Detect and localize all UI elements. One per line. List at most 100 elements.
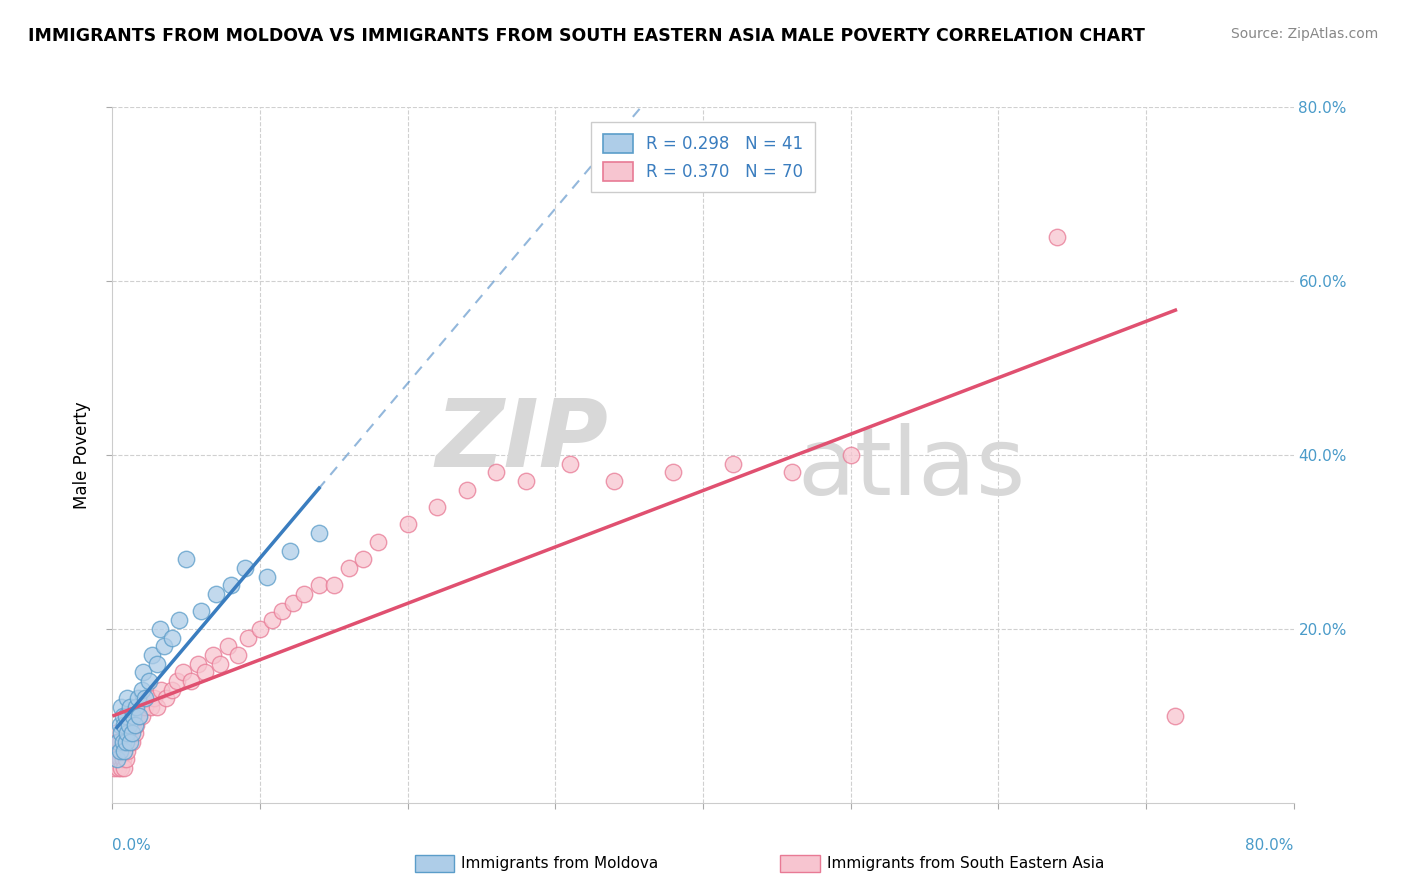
Point [112, 744, 135, 758]
Point [1164, 708, 1187, 723]
Point [426, 500, 449, 514]
Point [160, 631, 183, 645]
Point [249, 622, 271, 636]
Point [114, 752, 136, 766]
Point [281, 596, 304, 610]
Point [124, 726, 146, 740]
Point [194, 665, 217, 680]
Point [107, 735, 129, 749]
Point [146, 657, 169, 671]
Point [104, 726, 127, 740]
Point [125, 717, 148, 731]
Point [110, 744, 132, 758]
Point [111, 735, 134, 749]
Text: 0.0%: 0.0% [112, 838, 152, 853]
Point [201, 648, 224, 662]
Point [721, 457, 744, 471]
Point [337, 561, 360, 575]
Point [131, 682, 153, 697]
Point [134, 691, 156, 706]
Point [166, 674, 188, 689]
Point [105, 735, 128, 749]
Point [167, 613, 190, 627]
Point [172, 665, 194, 680]
Point [103, 761, 125, 775]
Point [110, 761, 132, 775]
Point [260, 613, 283, 627]
Point [117, 744, 138, 758]
Point [129, 700, 152, 714]
Point [127, 691, 149, 706]
Point [367, 534, 389, 549]
Point [396, 517, 419, 532]
Point [217, 639, 239, 653]
Text: atlas: atlas [797, 423, 1026, 515]
Point [352, 552, 374, 566]
Point [112, 761, 135, 775]
Text: ZIP: ZIP [436, 395, 609, 487]
Point [111, 708, 134, 723]
Point [104, 744, 127, 758]
Point [323, 578, 346, 592]
Point [138, 674, 160, 689]
Point [209, 657, 232, 671]
Point [456, 483, 478, 497]
Point [120, 726, 142, 740]
Point [117, 717, 138, 731]
Point [174, 552, 197, 566]
Point [515, 474, 537, 488]
Point [153, 639, 176, 653]
Point [485, 466, 508, 480]
Point [256, 570, 278, 584]
Point [105, 752, 128, 766]
Point [105, 752, 128, 766]
Point [132, 665, 155, 680]
Point [187, 657, 209, 671]
Point [108, 752, 131, 766]
Point [127, 708, 149, 723]
Point [110, 700, 132, 714]
Point [190, 605, 212, 619]
Point [110, 726, 132, 740]
Point [117, 726, 138, 740]
Point [141, 648, 163, 662]
Point [150, 682, 173, 697]
Point [128, 708, 150, 723]
Point [226, 648, 249, 662]
Point [111, 735, 134, 749]
Y-axis label: Male Poverty: Male Poverty [73, 401, 91, 508]
Point [205, 587, 228, 601]
Point [118, 735, 141, 749]
Point [219, 578, 242, 592]
Point [558, 457, 582, 471]
Point [117, 691, 138, 706]
Text: Source: ZipAtlas.com: Source: ZipAtlas.com [1230, 27, 1378, 41]
Point [114, 735, 136, 749]
Point [136, 691, 159, 706]
Point [146, 700, 169, 714]
Point [180, 674, 202, 689]
Point [108, 735, 131, 749]
Point [839, 448, 862, 462]
Point [121, 726, 143, 740]
Point [112, 744, 135, 758]
Point [120, 700, 142, 714]
Point [128, 708, 150, 723]
Point [108, 744, 131, 758]
Point [233, 561, 256, 575]
Point [114, 708, 136, 723]
Point [107, 761, 129, 775]
Point [134, 700, 156, 714]
Point [149, 622, 172, 636]
Point [122, 708, 145, 723]
Point [125, 700, 148, 714]
Point [118, 717, 141, 731]
Point [308, 526, 330, 541]
Point [108, 717, 131, 731]
Point [278, 543, 301, 558]
Point [780, 466, 803, 480]
Point [124, 717, 146, 731]
Point [111, 752, 134, 766]
Point [131, 708, 153, 723]
Point [121, 735, 143, 749]
